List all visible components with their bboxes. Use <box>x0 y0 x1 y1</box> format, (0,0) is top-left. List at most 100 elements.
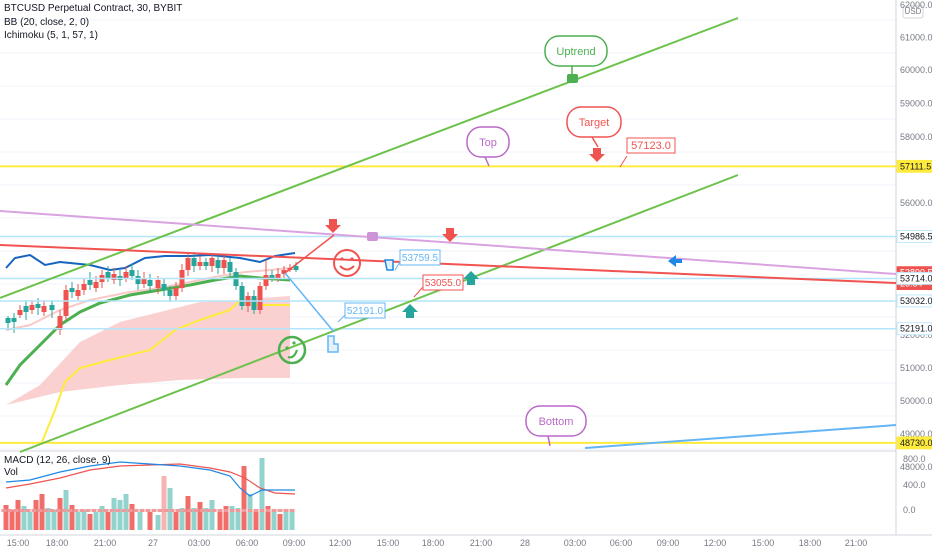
macd-histogram-bar <box>217 509 223 512</box>
macd-histogram-bar <box>277 509 283 512</box>
macd-histogram-bar <box>31 509 37 512</box>
macd-histogram-bar <box>103 509 109 512</box>
legend-ichimoku[interactable]: Ichimoku (5, 1, 57, 1) <box>4 30 98 41</box>
volume-bar <box>51 510 57 530</box>
price-tick-label: 59000.0 <box>900 99 932 109</box>
candle-body <box>135 276 141 284</box>
happy-face-mouth <box>339 265 355 271</box>
volume-bar <box>179 508 185 530</box>
projection-up-line <box>284 234 335 274</box>
macd-histogram-bar <box>247 509 253 512</box>
volume-bar <box>161 476 167 530</box>
macd-histogram-bar <box>139 509 145 512</box>
tilted-face-eye <box>285 346 289 350</box>
candle-body <box>275 274 281 278</box>
time-tick-label: 18:00 <box>46 538 69 548</box>
macd-histogram-bar <box>43 509 49 512</box>
happy-face-eye <box>350 257 354 261</box>
candle-body <box>87 280 93 285</box>
macd-histogram-bar <box>67 509 73 512</box>
candle-body <box>57 316 63 330</box>
candle-body <box>111 274 117 280</box>
cat-icon <box>367 232 378 241</box>
arrow-down-icon <box>325 219 341 233</box>
note-tail <box>394 261 401 271</box>
bubble-box <box>566 106 622 138</box>
legend-vol[interactable]: Vol <box>4 467 18 478</box>
macd-histogram-bar <box>109 509 115 512</box>
legend-macd[interactable]: MACD (12, 26, close, 9) <box>4 455 111 466</box>
candle-body <box>155 280 161 288</box>
hand-icon <box>384 259 394 271</box>
time-tick-label: 15:00 <box>7 538 30 548</box>
volume-bar <box>259 458 265 530</box>
macd-histogram-bar <box>187 509 193 512</box>
candle-body <box>227 262 233 272</box>
note-text: 53055.0 <box>425 278 462 289</box>
macd-histogram-bar <box>235 509 241 512</box>
time-tick-label: 12:00 <box>704 538 727 548</box>
happy-face-outline <box>333 249 361 277</box>
legend-bb[interactable]: BB (20, close, 2, 0) <box>4 17 90 28</box>
time-tick-label: 21:00 <box>94 538 117 548</box>
macd-histogram-bar <box>55 509 61 512</box>
candle-body <box>251 296 257 310</box>
volume-bar <box>75 512 81 530</box>
macd-histogram-bar <box>289 509 295 512</box>
macd-histogram-bar <box>229 509 235 512</box>
bubble-box <box>525 405 587 437</box>
volume-bar <box>3 505 9 530</box>
volume-bar <box>197 502 203 530</box>
macd-histogram-bar <box>163 509 169 512</box>
macd-tick-label: 800.0 <box>903 454 926 464</box>
note-box <box>344 302 386 319</box>
bubble-tail <box>547 435 551 447</box>
price-tick-label: 49000.0 <box>900 429 932 439</box>
volume-bar <box>105 512 111 530</box>
cat-icon <box>567 74 578 83</box>
time-tick-label: 03:00 <box>188 538 211 548</box>
time-tick-label: 06:00 <box>236 538 259 548</box>
time-tick-label: 09:00 <box>283 538 306 548</box>
candle-body <box>161 284 167 290</box>
macd-line <box>5 461 295 497</box>
macd-histogram-bar <box>91 509 97 512</box>
volume-bar <box>235 508 241 530</box>
price-label-text: 54986.5 <box>900 231 932 241</box>
candle-body <box>197 262 203 266</box>
volume-bar <box>99 506 105 530</box>
volume-bar <box>241 466 247 530</box>
candle-body <box>167 290 173 296</box>
bubble-box <box>466 126 510 158</box>
time-tick-label: 18:00 <box>799 538 822 548</box>
arrow-down-icon <box>589 148 605 162</box>
candle-body <box>221 260 227 268</box>
bubble-text: Uptrend <box>556 46 595 58</box>
macd-histogram-bar <box>199 509 205 512</box>
macd-tick-label: 400.0 <box>903 480 926 490</box>
macd-histogram-bar <box>151 509 157 512</box>
volume-bar <box>27 512 33 530</box>
legend-symbol[interactable]: BTCUSD Perpetual Contract, 30, BYBIT <box>4 3 183 14</box>
candle-body <box>257 286 263 310</box>
volume-bar <box>93 512 99 530</box>
time-tick-label: 28 <box>520 538 530 548</box>
candle-body <box>173 288 179 296</box>
currency-label: USD <box>905 7 922 16</box>
projection-down-line <box>284 272 335 333</box>
price-tick-label: 58000.0 <box>900 132 932 142</box>
note-tail <box>413 286 424 298</box>
candle-body <box>49 305 55 310</box>
candle-body <box>75 290 81 296</box>
macd-histogram-bar <box>25 509 31 512</box>
volume-bar <box>191 508 197 530</box>
price-label-box <box>896 294 932 308</box>
volume-bar <box>129 504 135 530</box>
tilted-face-outline <box>277 335 307 365</box>
volume-bar <box>173 512 179 530</box>
time-tick-label: 21:00 <box>470 538 493 548</box>
price-tick-label: 48000.0 <box>900 462 932 472</box>
volume-bar <box>21 506 27 530</box>
